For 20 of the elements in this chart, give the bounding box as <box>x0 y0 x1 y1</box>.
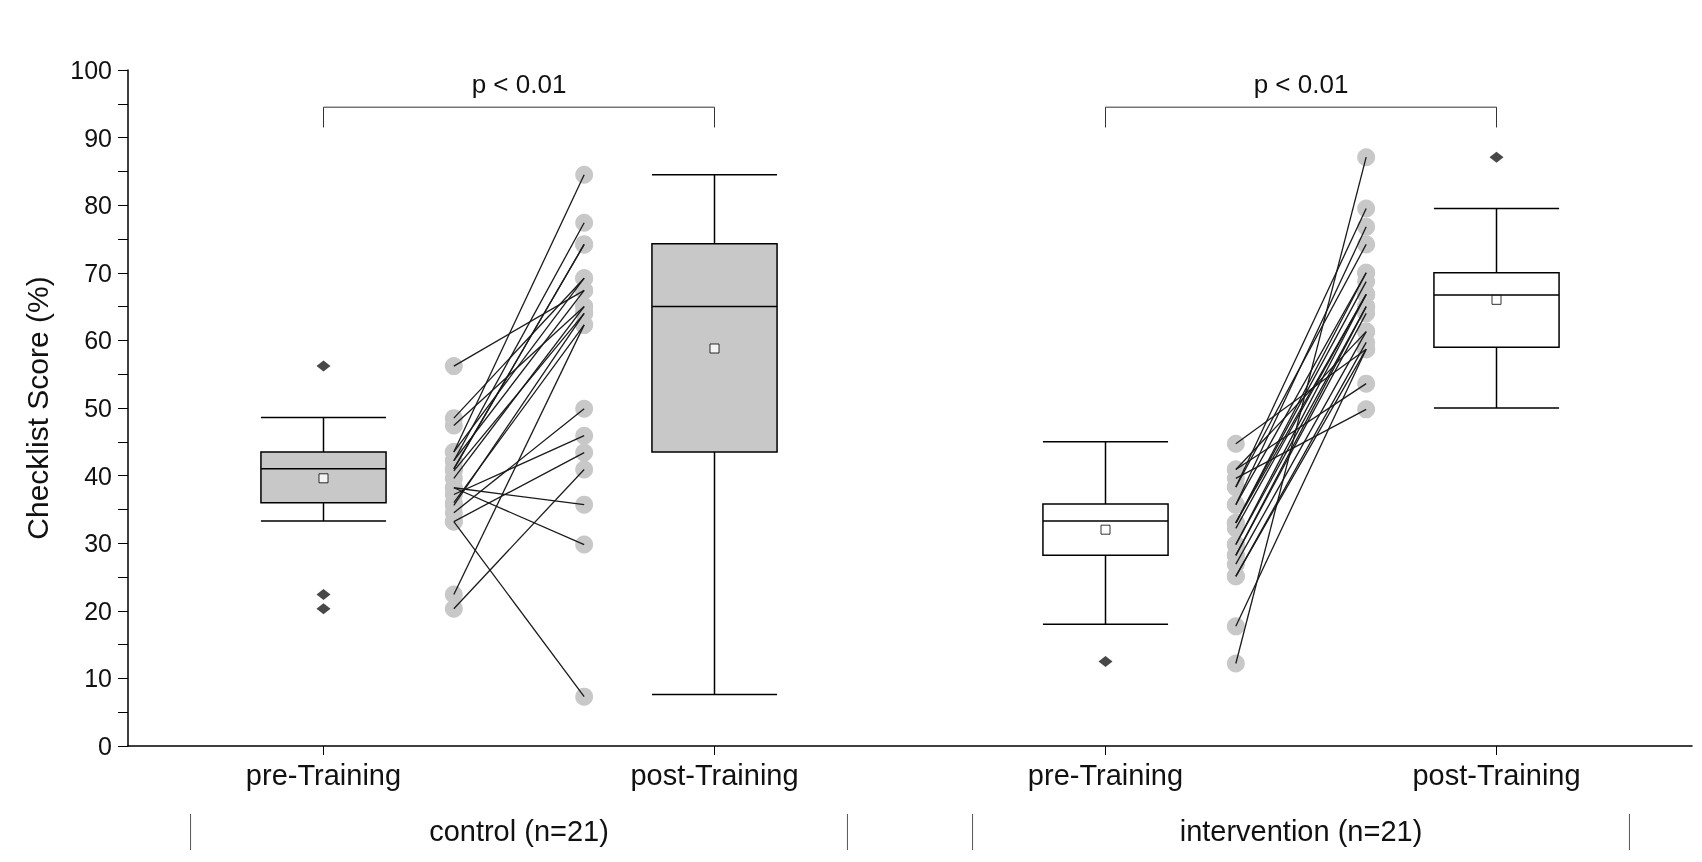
x-tick-label: pre-Training <box>245 758 402 791</box>
text: control (n=21) <box>429 815 609 847</box>
x-tick-label: post-Training <box>630 758 799 791</box>
y-tick-label: 30 <box>84 529 112 558</box>
y-tick-label: 10 <box>84 664 112 693</box>
y-tick-label: 0 <box>98 732 112 760</box>
x-tick-label: pre-Training <box>1027 758 1184 791</box>
y-tick-label: 20 <box>84 596 112 625</box>
y-tick-label: 50 <box>84 394 112 422</box>
text: intervention (n=21) <box>1179 815 1423 847</box>
y-tick-label: 40 <box>84 461 112 490</box>
y-tick-label: 80 <box>84 191 112 220</box>
y-tick-label: 70 <box>84 258 112 287</box>
annotation: p < 0.01 <box>1253 69 1349 100</box>
y-tick-label: 60 <box>84 326 112 355</box>
annotation: p < 0.01 <box>471 69 567 100</box>
y-tick-label: 100 <box>70 56 112 84</box>
y-axis-title: Checklist Score (%) <box>20 276 54 540</box>
x-tick-label: post-Training <box>1412 758 1581 791</box>
y-tick-label: 90 <box>84 123 112 152</box>
